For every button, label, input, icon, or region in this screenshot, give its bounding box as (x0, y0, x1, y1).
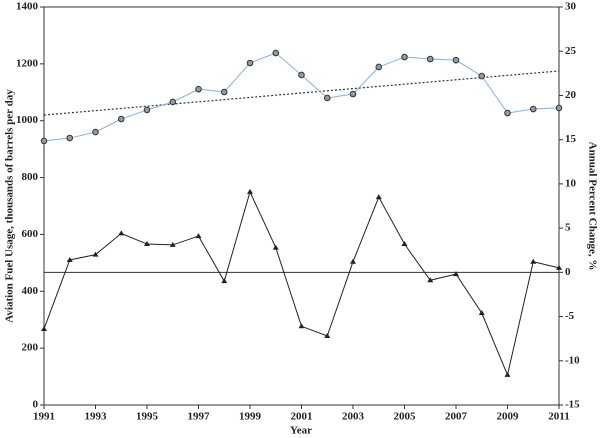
y2-tick-label: -15 (565, 399, 580, 411)
y-tick-label: 800 (22, 171, 39, 183)
x-tick-label: 1999 (239, 411, 262, 423)
x-tick-label: 2003 (342, 411, 365, 423)
point-marker (530, 258, 537, 264)
point-marker (555, 104, 563, 112)
point-marker (350, 258, 356, 264)
point-marker (169, 98, 177, 106)
point-marker (66, 134, 74, 142)
x-axis-label: Year (290, 425, 312, 437)
y2-tick-label: 0 (565, 266, 571, 278)
point-marker (117, 115, 125, 123)
x-tick-label: 2009 (497, 411, 520, 423)
point-marker (452, 56, 460, 64)
y2-axis-label: Annual Percent Change, % (586, 142, 598, 271)
point-marker (298, 71, 305, 79)
y2-tick-label: -5 (565, 310, 575, 322)
point-marker (220, 88, 228, 96)
x-tick-label: 1997 (188, 411, 211, 423)
point-marker (195, 85, 202, 93)
point-marker (92, 251, 99, 257)
point-marker (349, 90, 357, 98)
x-tick-label: 2007 (445, 411, 468, 423)
point-marker (41, 325, 47, 331)
y2-tick-label: -10 (565, 354, 580, 366)
point-marker (478, 72, 486, 80)
y2-tick-label: 10 (565, 177, 577, 189)
x-tick-label: 2011 (548, 411, 569, 423)
y2-tick-label: 25 (565, 45, 577, 57)
point-marker (66, 256, 73, 262)
point-marker (144, 241, 150, 247)
point-marker (375, 194, 382, 200)
y-tick-label: 200 (22, 342, 39, 354)
point-marker (556, 264, 562, 270)
x-tick-label: 2005 (394, 411, 417, 423)
point-marker (504, 109, 511, 117)
point-marker (118, 230, 125, 236)
point-marker (453, 271, 459, 277)
point-marker (247, 188, 253, 194)
point-marker (195, 233, 202, 239)
point-marker (272, 49, 280, 57)
point-marker (40, 137, 48, 145)
point-marker (143, 106, 151, 114)
point-marker (324, 333, 331, 339)
y2-tick-label: 5 (565, 222, 571, 234)
point-marker (298, 323, 305, 329)
point-marker (401, 241, 408, 247)
point-marker (426, 55, 434, 63)
point-marker (529, 105, 537, 113)
point-marker (272, 244, 279, 250)
point-marker (221, 278, 228, 284)
point-marker (246, 59, 254, 67)
point-marker (401, 53, 408, 61)
point-marker (323, 94, 331, 102)
series-line (43, 52, 560, 142)
y-tick-label: 600 (22, 228, 39, 240)
x-tick-label: 1993 (85, 411, 108, 423)
x-tick-label: 1995 (136, 411, 159, 423)
x-tick-label: 1991 (33, 411, 55, 423)
y2-tick-label: 30 (565, 1, 577, 13)
x-tick-label: 2001 (291, 411, 313, 423)
series-line (43, 190, 560, 377)
point-marker (169, 241, 176, 247)
point-marker (478, 310, 485, 316)
y-axis-label: Aviation Fuel Usage, thousands of barrel… (4, 89, 16, 323)
plot-frame (43, 6, 560, 406)
y-tick-label: 400 (22, 285, 39, 297)
point-marker (504, 371, 511, 377)
y-tick-label: 1000 (16, 114, 39, 126)
y-tick-label: 1400 (16, 1, 39, 13)
y-tick-label: 0 (33, 399, 39, 411)
point-marker (92, 128, 99, 136)
y-tick-label: 1200 (16, 57, 39, 69)
y2-tick-label: 15 (565, 133, 577, 145)
point-marker (427, 277, 434, 283)
y2-tick-label: 20 (565, 89, 577, 101)
point-marker (375, 63, 383, 71)
